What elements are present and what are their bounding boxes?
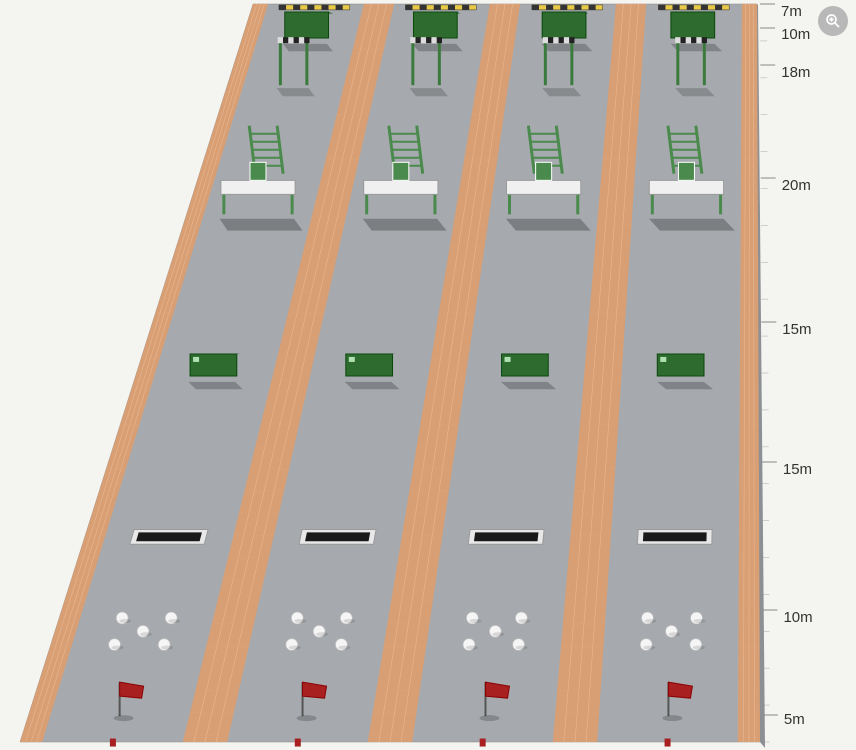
distance-label: 15m bbox=[782, 321, 811, 338]
distance-label: 5m bbox=[784, 711, 805, 728]
distance-label: 18m bbox=[781, 64, 810, 81]
shadow bbox=[649, 219, 735, 231]
distance-label: 7m bbox=[781, 3, 802, 20]
shadow bbox=[188, 382, 242, 389]
table-top bbox=[221, 180, 295, 194]
lane-tag bbox=[480, 739, 486, 747]
shadow bbox=[345, 382, 400, 389]
shadow bbox=[363, 219, 447, 231]
pit bbox=[474, 532, 538, 541]
shadow bbox=[657, 382, 713, 389]
lane-tag bbox=[110, 739, 116, 747]
table-panel bbox=[393, 162, 409, 180]
distance-label: 20m bbox=[782, 177, 811, 194]
pit bbox=[136, 532, 202, 541]
shadow bbox=[412, 44, 462, 51]
distance-label: 10m bbox=[781, 26, 810, 43]
shadow bbox=[220, 219, 303, 231]
table-panel bbox=[536, 162, 552, 180]
table-top bbox=[507, 180, 581, 194]
pit bbox=[643, 532, 707, 541]
distance-label: 10m bbox=[783, 609, 812, 626]
table-panel bbox=[678, 162, 694, 180]
table-top bbox=[649, 180, 723, 194]
shadow bbox=[506, 219, 591, 231]
distance-label: 15m bbox=[783, 461, 812, 478]
shadow bbox=[410, 88, 448, 96]
obstacle-course-diagram: 7m 10m 18m 20m 15m 15m 10m 5m bbox=[0, 0, 856, 750]
shadow bbox=[501, 382, 557, 389]
green-wall bbox=[671, 12, 715, 38]
table-panel bbox=[250, 162, 266, 180]
shadow bbox=[277, 88, 315, 96]
zoom-icon[interactable] bbox=[818, 6, 848, 36]
green-wall bbox=[542, 12, 586, 38]
track-svg: 7m 10m 18m 20m 15m 15m 10m 5m bbox=[0, 0, 856, 750]
shadow bbox=[541, 44, 592, 51]
green-wall bbox=[413, 12, 457, 38]
green-wall bbox=[285, 12, 329, 38]
pit bbox=[305, 532, 370, 541]
table-top bbox=[364, 180, 438, 194]
lane-tag bbox=[665, 739, 671, 747]
lane-tag bbox=[295, 739, 301, 747]
